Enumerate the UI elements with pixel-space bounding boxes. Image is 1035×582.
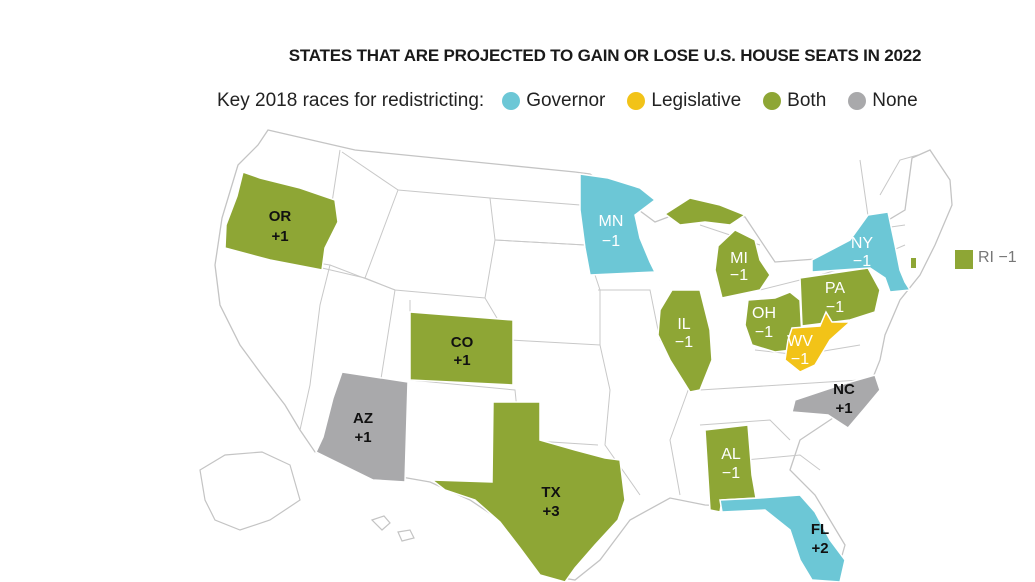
ri-callout-swatch bbox=[955, 250, 973, 269]
label-az-abbr: AZ bbox=[353, 410, 373, 427]
label-ri: RI −1 bbox=[978, 249, 1017, 266]
label-al-abbr: AL bbox=[721, 446, 741, 463]
legend-label-legislative: Legislative bbox=[651, 90, 742, 111]
legend-item-none: None bbox=[848, 90, 918, 112]
legend: Key 2018 races for redistricting: Govern… bbox=[217, 90, 918, 112]
label-ny-change: −1 bbox=[853, 253, 871, 270]
legend-swatch-governor bbox=[502, 92, 521, 110]
legend-swatch-both bbox=[763, 92, 782, 110]
label-mn-change: −1 bbox=[602, 233, 620, 250]
label-or-change: +1 bbox=[271, 228, 288, 245]
chart-title: STATES THAT ARE PROJECTED TO GAIN OR LOS… bbox=[288, 46, 922, 65]
label-mi-change: −1 bbox=[730, 267, 748, 284]
label-tx-abbr: TX bbox=[541, 484, 560, 501]
hawaii-outline bbox=[370, 515, 415, 542]
state-ri bbox=[911, 258, 916, 268]
legend-swatch-none bbox=[848, 92, 867, 110]
label-il-abbr: IL bbox=[677, 316, 690, 333]
label-nc-change: +1 bbox=[835, 400, 852, 417]
state-co bbox=[409, 311, 514, 386]
label-oh-change: −1 bbox=[755, 324, 773, 341]
state-mi bbox=[663, 197, 771, 299]
state-mn bbox=[579, 173, 657, 276]
label-mn-abbr: MN bbox=[599, 213, 624, 230]
label-pa-abbr: PA bbox=[825, 280, 845, 297]
legend-label-both: Both bbox=[787, 90, 827, 111]
state-il bbox=[657, 289, 713, 393]
legend-item-legislative: Legislative bbox=[627, 90, 741, 112]
state-az bbox=[315, 371, 409, 483]
label-wv-change: −1 bbox=[791, 351, 809, 368]
label-mi-abbr: MI bbox=[730, 250, 748, 267]
legend-item-both: Both bbox=[763, 90, 826, 112]
state-tx bbox=[429, 401, 626, 582]
label-tx-change: +3 bbox=[542, 503, 559, 520]
label-fl-change: +2 bbox=[811, 540, 828, 557]
state-wv bbox=[784, 310, 852, 373]
legend-lead: Key 2018 races for redistricting: bbox=[217, 90, 485, 111]
state-nc bbox=[791, 374, 881, 429]
label-wv-abbr: WV bbox=[787, 333, 813, 350]
label-fl-abbr: FL bbox=[811, 521, 829, 538]
legend-swatch-legislative bbox=[627, 92, 646, 110]
label-pa-change: −1 bbox=[826, 299, 844, 316]
label-nc-abbr: NC bbox=[833, 381, 855, 398]
state-ny bbox=[811, 211, 912, 293]
state-fl bbox=[719, 494, 846, 582]
label-co-abbr: CO bbox=[451, 334, 474, 351]
label-il-change: −1 bbox=[675, 334, 693, 351]
alaska-outline bbox=[199, 451, 301, 531]
label-oh-abbr: OH bbox=[752, 305, 776, 322]
label-ny-abbr: NY bbox=[851, 235, 874, 252]
label-al-change: −1 bbox=[722, 465, 740, 482]
label-or-abbr: OR bbox=[269, 208, 292, 225]
label-co-change: +1 bbox=[453, 352, 470, 369]
legend-label-governor: Governor bbox=[526, 90, 606, 111]
label-az-change: +1 bbox=[354, 429, 371, 446]
legend-label-none: None bbox=[872, 90, 918, 111]
legend-item-governor: Governor bbox=[502, 90, 605, 112]
state-or bbox=[224, 171, 339, 271]
